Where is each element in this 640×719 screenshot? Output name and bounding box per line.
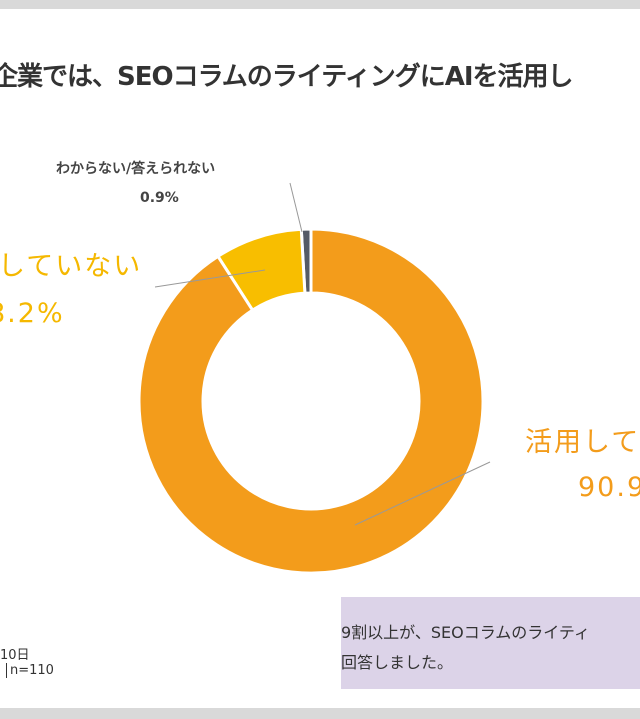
callout-line-1: 9割以上が、SEOコラムのライティ <box>341 623 590 642</box>
label-used-pct: 90.9 <box>578 472 640 503</box>
donut-slice-0 <box>137 227 485 575</box>
footer-sample: n=110 <box>0 663 54 678</box>
label-not-used-pct: 8.2% <box>0 298 65 329</box>
bottom-border <box>0 708 640 719</box>
callout-box: 9割以上が、SEOコラムのライティ 回答しました。 <box>341 597 640 689</box>
leader-line-used <box>354 461 491 526</box>
leader-line-not-used <box>154 269 266 288</box>
label-not-used: していない <box>0 251 143 282</box>
leader-line-unknown <box>289 182 303 233</box>
label-used: 活用して <box>525 427 640 458</box>
footer-n: n=110 <box>6 663 54 678</box>
footer-date: 10日 <box>0 648 30 663</box>
callout-line-2: 回答しました。 <box>341 653 454 672</box>
label-unknown-pct: 0.9% <box>140 190 179 206</box>
top-border <box>0 0 640 9</box>
chart-title: 企業では、SEOコラムのライティングにAIを活用し <box>0 62 574 92</box>
label-unknown: わからない/答えられない <box>56 161 216 177</box>
